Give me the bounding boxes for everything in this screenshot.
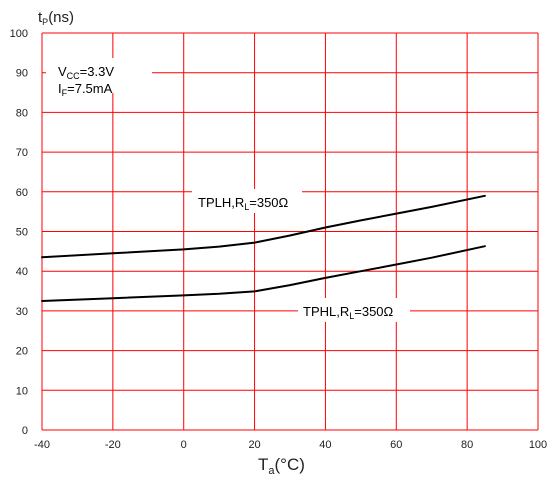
tick-labels: 0 10 20 30 40 50 60 70 80 90 100 -40 -20 0 20 40 60 80 100 xyxy=(10,28,547,451)
condition-if: IF=7.5mA xyxy=(58,81,113,98)
y-tick-label: 10 xyxy=(16,385,28,397)
y-tick-label: 70 xyxy=(16,147,28,159)
condition-vcc: VCC=3.3V xyxy=(58,64,114,81)
series-label-tphl: TPHL,RL=350Ω xyxy=(298,298,410,322)
x-tick-label: 20 xyxy=(248,439,260,451)
x-tick-label: 0 xyxy=(181,439,187,451)
series-line-tphl xyxy=(41,245,486,302)
y-tick-label: 90 xyxy=(16,68,28,80)
y-axis-label: tP(ns) xyxy=(38,9,74,27)
x-axis-label: Ta(°C) xyxy=(258,455,305,477)
y-tick-label: 40 xyxy=(16,266,28,278)
x-tick-label: 100 xyxy=(529,439,547,451)
y-tick-label: 80 xyxy=(16,107,28,119)
y-tick-label: 100 xyxy=(10,28,28,40)
svg-text:TPLH,RL=350Ω: TPLH,RL=350Ω xyxy=(198,195,289,212)
x-tick-label: 80 xyxy=(461,439,473,451)
x-tick-label: 40 xyxy=(319,439,331,451)
series-line-tplh xyxy=(41,194,486,259)
y-tick-label: 20 xyxy=(16,346,28,358)
svg-text:TPHL,RL=350Ω: TPHL,RL=350Ω xyxy=(303,304,394,321)
y-tick-label: 50 xyxy=(16,227,28,239)
y-tick-label: 60 xyxy=(16,187,28,199)
x-tick-label: 60 xyxy=(390,439,402,451)
series-label-tplh: TPLH,RL=350Ω xyxy=(192,189,302,213)
y-tick-label: 0 xyxy=(22,425,28,437)
conditions-box: VCC=3.3V IF=7.5mA xyxy=(46,58,152,98)
x-tick-label: -20 xyxy=(105,439,121,451)
y-tick-label: 30 xyxy=(16,306,28,318)
x-tick-label: -40 xyxy=(34,439,50,451)
grid-lines xyxy=(41,32,539,431)
series-layer xyxy=(41,194,486,302)
